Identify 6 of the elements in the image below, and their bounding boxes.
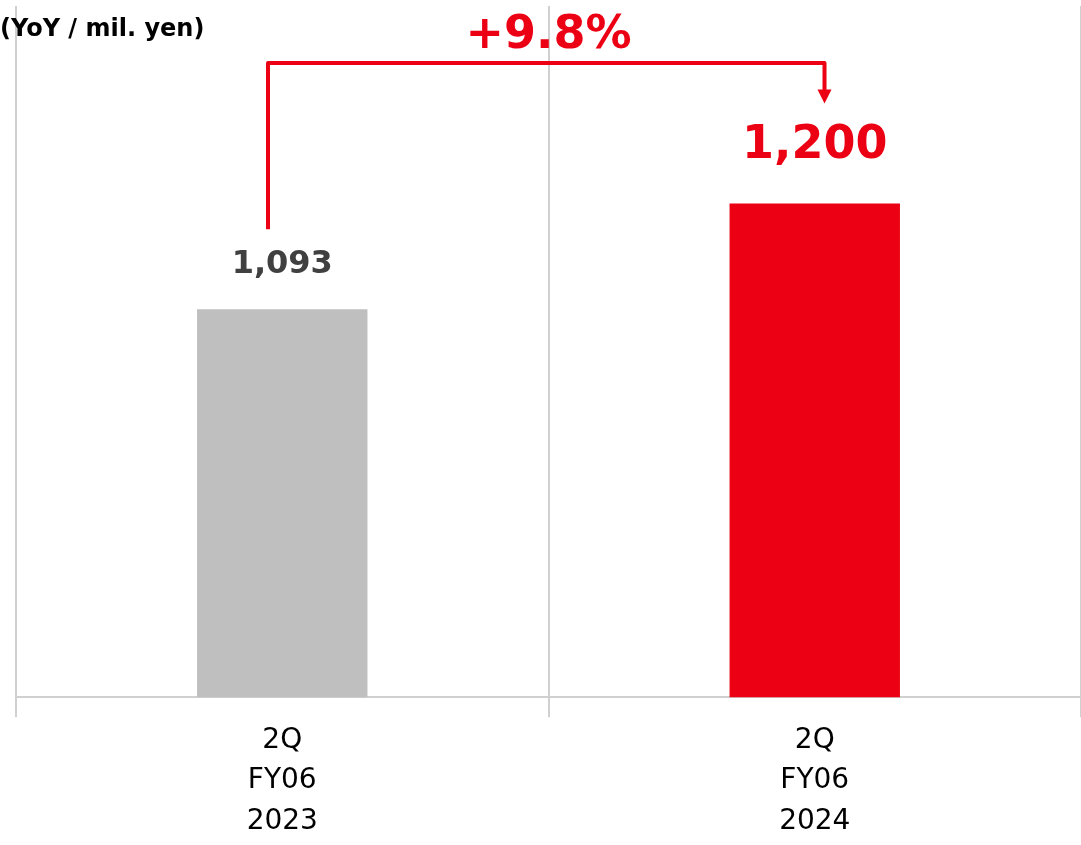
data-label: 1,200 bbox=[741, 115, 888, 170]
x-tick-label: 2Q FY06 2024 bbox=[779, 721, 851, 836]
x-tick-label: 2Q FY06 2023 bbox=[246, 721, 318, 836]
annotation: +9.8% bbox=[465, 4, 632, 59]
chart-subtitle: (YoY / mil. yen) bbox=[0, 14, 205, 43]
data-label: 1,093 bbox=[231, 243, 333, 282]
